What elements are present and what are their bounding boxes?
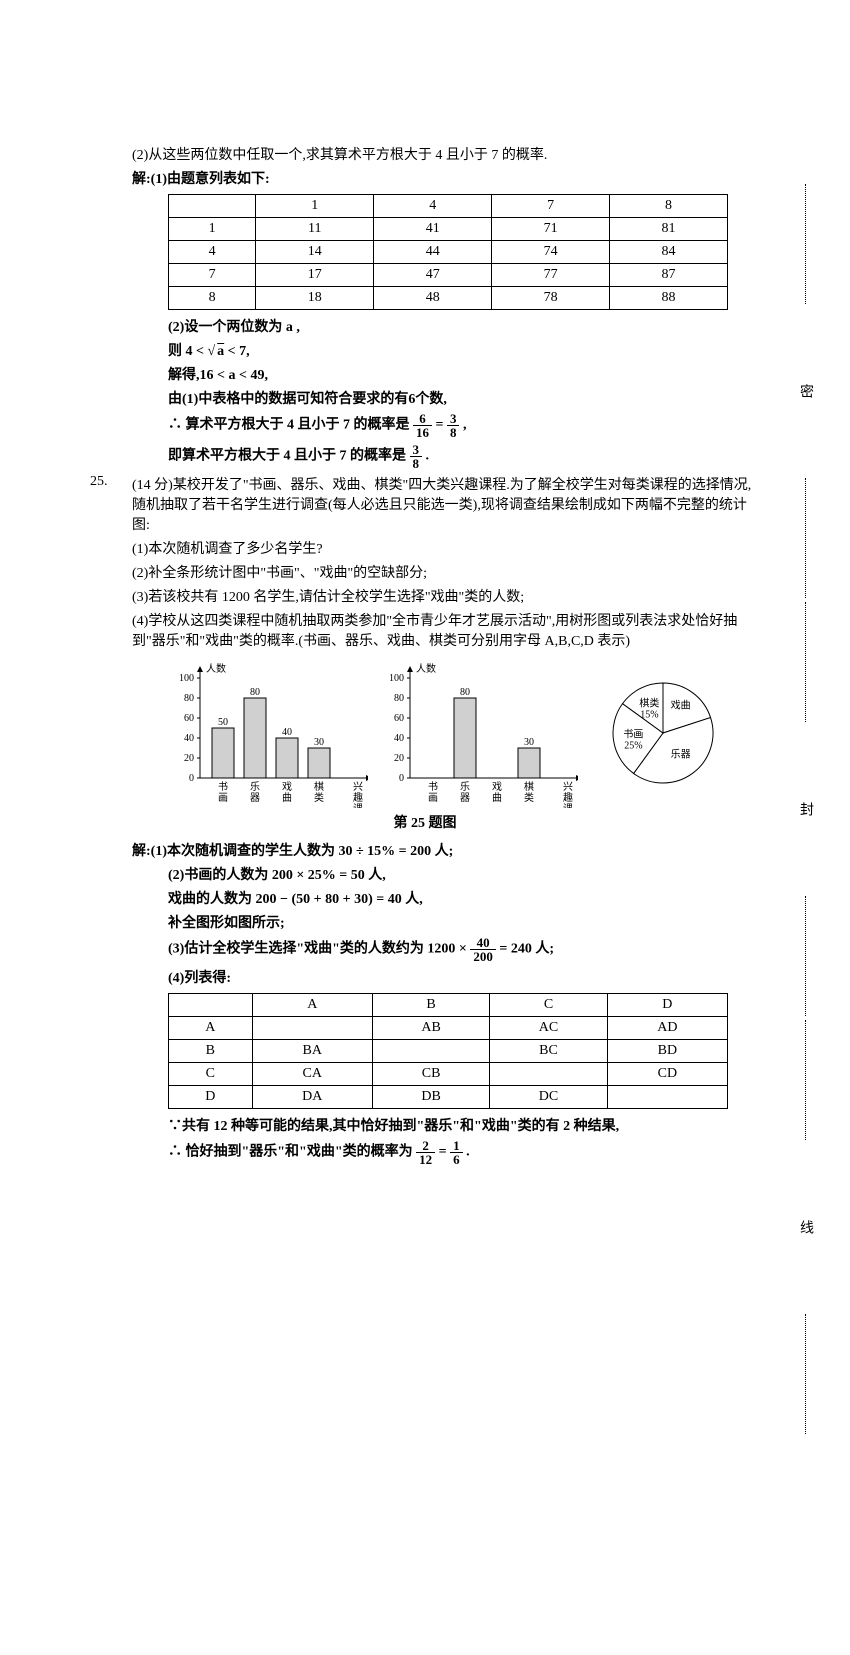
q25-p1: (1)本次随机调查了多少名学生?: [90, 538, 760, 558]
svg-text:器: 器: [460, 792, 470, 804]
table-row: CCACBCD: [169, 1063, 728, 1086]
table-row: BBABCBD: [169, 1040, 728, 1063]
svg-text:兴: 兴: [563, 781, 573, 793]
q24-sol2-d: 由(1)中表格中的数据可知符合要求的有6个数,: [90, 388, 760, 408]
q25-sol3: (3)估计全校学生选择"戏曲"类的人数约为 1200 × 40200 = 240…: [90, 936, 760, 963]
svg-text:40: 40: [394, 733, 404, 744]
table-row: 111417181: [169, 218, 728, 241]
q24-sol-head: 解:(1)由题意列表如下:: [90, 168, 760, 188]
svg-text:曲: 曲: [282, 792, 292, 804]
svg-text:课: 课: [353, 803, 363, 808]
svg-text:画: 画: [218, 793, 228, 804]
svg-text:0: 0: [189, 773, 194, 784]
q25-table: ABCD AABACAD BBABCBD CCACBCD DDADBDC: [168, 993, 728, 1109]
margin-char-3: 线: [795, 1220, 815, 1234]
q24-sol2-e: ∴ 算术平方根大于 4 且小于 7 的概率是 616 = 38 ,: [90, 412, 760, 439]
svg-text:乐: 乐: [460, 781, 470, 793]
svg-text:棋: 棋: [314, 780, 324, 793]
svg-text:戏曲: 戏曲: [671, 700, 691, 712]
q24-sol2-c: 解得,16 < a < 49,: [90, 364, 760, 384]
margin-char-2: 封: [795, 802, 815, 816]
svg-text:50: 50: [218, 717, 228, 728]
svg-text:80: 80: [250, 687, 260, 698]
q25-sol4b: ∵共有 12 种等可能的结果,其中恰好抽到"器乐"和"戏曲"类的有 2 种结果,: [90, 1115, 760, 1135]
svg-text:趣: 趣: [353, 791, 363, 804]
q25-stem-text: (14 分)某校开发了"书画、器乐、戏曲、棋类"四大类兴趣课程.为了解全校学生对…: [132, 474, 760, 534]
q25-p2: (2)补全条形统计图中"书画"、"戏曲"的空缺部分;: [90, 562, 760, 582]
table-row: 414447484: [169, 241, 728, 264]
q24-table: 1 4 7 8 111417181 414447484 717477787 81…: [168, 194, 728, 310]
q24-sub2: (2)从这些两位数中任取一个,求其算术平方根大于 4 且小于 7 的概率.: [90, 144, 760, 164]
q25-sol2c: 补全图形如图所示;: [90, 912, 760, 932]
svg-text:40: 40: [282, 727, 292, 738]
q25-sol2a: (2)书画的人数为 200 × 25% = 50 人,: [90, 864, 760, 884]
q24-sol2-a: (2)设一个两位数为 a ,: [90, 316, 760, 336]
q25-sol4-head: (4)列表得:: [90, 967, 760, 987]
svg-text:棋: 棋: [524, 780, 534, 793]
table-row: 717477787: [169, 264, 728, 287]
table-row: AABACAD: [169, 1017, 728, 1040]
svg-text:人数: 人数: [206, 662, 226, 675]
svg-text:兴: 兴: [353, 781, 363, 793]
figure-caption: 第 25 题图: [90, 812, 760, 832]
q25-stem: 25. (14 分)某校开发了"书画、器乐、戏曲、棋类"四大类兴趣课程.为了解全…: [90, 474, 760, 534]
q24-sol2-f: 即算术平方根大于 4 且小于 7 的概率是 38 .: [90, 443, 760, 470]
svg-text:0: 0: [399, 773, 404, 784]
binding-margin: 密 封 线: [790, 180, 820, 1170]
q25-number: 25.: [90, 474, 132, 534]
table-row: ABCD: [169, 994, 728, 1017]
svg-text:书: 书: [218, 781, 228, 793]
table-row: 818487888: [169, 287, 728, 310]
svg-text:30: 30: [524, 737, 534, 748]
svg-text:乐器: 乐器: [671, 748, 691, 760]
svg-text:80: 80: [460, 687, 470, 698]
svg-text:25%: 25%: [624, 741, 642, 752]
svg-text:器: 器: [250, 792, 260, 804]
exam-page: 密 封 线 (2)从这些两位数中任取一个,求其算术平方根大于 4 且小于 7 的…: [0, 0, 850, 1250]
svg-text:15%: 15%: [640, 709, 658, 720]
svg-text:曲: 曲: [492, 792, 502, 804]
bar-chart-left: 人数02040608010050书画80乐器40戏曲30棋类兴趣课程类型: [168, 658, 368, 808]
q24-sol2-b: 则 4 < √a < 7,: [90, 340, 760, 360]
svg-text:趣: 趣: [563, 791, 573, 804]
svg-text:20: 20: [184, 753, 194, 764]
svg-text:课: 课: [563, 803, 573, 808]
svg-text:100: 100: [389, 673, 404, 684]
svg-text:20: 20: [394, 753, 404, 764]
bar-chart-right: 人数020406080100书画80乐器戏曲30棋类兴趣课程类型: [378, 658, 578, 808]
svg-text:类: 类: [524, 791, 534, 804]
q25-sol2b: 戏曲的人数为 200 − (50 + 80 + 30) = 40 人,: [90, 888, 760, 908]
charts-row: 人数02040608010050书画80乐器40戏曲30棋类兴趣课程类型 人数0…: [168, 658, 760, 808]
svg-text:书画: 书画: [623, 729, 643, 741]
q25-p3: (3)若该校共有 1200 名学生,请估计全校学生选择"戏曲"类的人数;: [90, 586, 760, 606]
svg-text:戏: 戏: [492, 781, 502, 793]
svg-text:40: 40: [184, 733, 194, 744]
q25-p4: (4)学校从这四类课程中随机抽取两类参加"全市青少年才艺展示活动",用树形图或列…: [90, 610, 760, 650]
svg-text:60: 60: [184, 713, 194, 724]
svg-text:人数: 人数: [416, 662, 436, 675]
svg-text:棋类: 棋类: [639, 696, 659, 709]
svg-text:80: 80: [394, 693, 404, 704]
svg-text:30: 30: [314, 737, 324, 748]
svg-text:画: 画: [428, 793, 438, 804]
svg-text:乐: 乐: [250, 781, 260, 793]
svg-text:100: 100: [179, 673, 194, 684]
pie-chart: 戏曲乐器 书画25% 棋类15%: [588, 658, 738, 808]
margin-char-1: 密: [795, 384, 815, 398]
svg-text:戏: 戏: [282, 781, 292, 793]
svg-text:类: 类: [314, 791, 324, 804]
q25-sol1: 解:(1)本次随机调查的学生人数为 30 ÷ 15% = 200 人;: [90, 840, 760, 860]
svg-text:60: 60: [394, 713, 404, 724]
table-row: 1 4 7 8: [169, 195, 728, 218]
table-row: DDADBDC: [169, 1086, 728, 1109]
svg-text:80: 80: [184, 693, 194, 704]
svg-text:书: 书: [428, 781, 438, 793]
q25-sol4c: ∴ 恰好抽到"器乐"和"戏曲"类的概率为 212 = 16 .: [90, 1139, 760, 1166]
